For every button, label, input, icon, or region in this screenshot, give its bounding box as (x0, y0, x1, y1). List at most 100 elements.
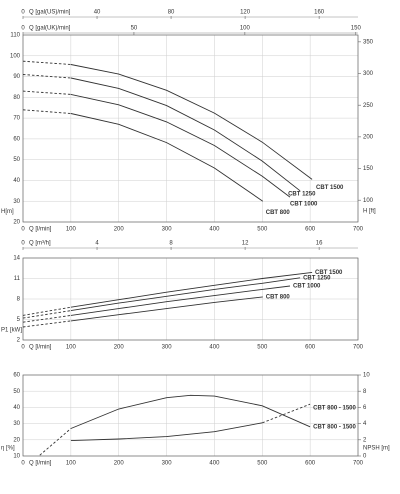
x-tick-label: 150 (351, 26, 362, 32)
y2-axis-label: NPSH [m] (363, 445, 390, 451)
y-axis-label: η [%] (1, 445, 15, 451)
x-axis-label: Q [l/min] (29, 345, 52, 351)
y-tick-label: 100 (10, 53, 21, 59)
x-tick-label: 500 (257, 461, 268, 467)
y2-tick-label: 250 (363, 103, 374, 109)
x-tick-label: 0 (21, 10, 25, 16)
x-tick-label: 100 (66, 227, 77, 233)
curve (262, 403, 311, 424)
y-tick-label: 110 (10, 33, 20, 39)
y-tick-label: 70 (13, 116, 20, 122)
x-tick-label: 500 (257, 345, 268, 351)
x-tick-label: 160 (314, 10, 325, 16)
x-tick-label: 100 (66, 345, 77, 351)
curve (22, 109, 71, 114)
x-tick-label: 0 (21, 241, 25, 247)
y-tick-label: 30 (13, 199, 20, 205)
plot-frame (22, 257, 359, 341)
y-tick-label: 10 (13, 454, 20, 460)
curve (70, 422, 263, 442)
y2-tick-label: 100 (363, 198, 374, 204)
x-axis-label: Q [l/min] (29, 461, 52, 467)
y-tick-label: 5 (17, 317, 21, 323)
curve (70, 64, 313, 180)
x-tick-label: 40 (94, 10, 101, 16)
x-tick-label: 200 (114, 227, 125, 233)
x-tick-label: 0 (21, 26, 25, 32)
y2-tick-label: 200 (363, 134, 374, 140)
y-tick-label: 40 (13, 405, 20, 411)
x-tick-label: 400 (209, 345, 220, 351)
y2-tick-label: 150 (363, 166, 374, 172)
curve (22, 90, 71, 95)
curve (70, 277, 301, 312)
curve-label: CBT 1000 (293, 284, 321, 290)
y-tick-label: 11 (14, 276, 21, 282)
x-tick-label: 0 (21, 345, 25, 351)
y2-tick-label: 2 (363, 437, 367, 443)
y-tick-label: 60 (13, 373, 20, 379)
x-tick-label: 600 (305, 227, 316, 233)
x-tick-label: 16 (316, 241, 323, 247)
x-tick-label: 200 (114, 345, 125, 351)
x-tick-label: 120 (240, 10, 251, 16)
curve (70, 113, 264, 202)
x-tick-label: 50 (131, 26, 138, 32)
y-tick-label: 50 (13, 389, 20, 395)
y-tick-label: 2 (17, 338, 21, 344)
x-tick-label: 0 (21, 227, 25, 233)
curve-label: CBT 800 (266, 210, 291, 216)
y2-tick-label: 0 (363, 454, 367, 460)
x-tick-label: 700 (353, 227, 364, 233)
plot-frame (22, 34, 359, 223)
y-tick-label: 40 (13, 178, 20, 184)
x-tick-label: 600 (305, 461, 316, 467)
curve (22, 320, 71, 328)
x-tick-label: 700 (353, 461, 364, 467)
y-tick-label: 90 (13, 74, 20, 80)
y2-axis-label: H [ft] (363, 209, 376, 215)
curve (70, 77, 301, 192)
x-axis-label: Q [m³/h] (29, 241, 51, 247)
y2-tick-label: 300 (363, 71, 374, 77)
x-tick-label: 8 (169, 241, 173, 247)
y-axis-label: H[m] (1, 209, 14, 215)
y-tick-label: 20 (13, 220, 20, 226)
plot-frame (22, 374, 359, 457)
curve-label: CBT 1500 (315, 270, 343, 276)
curve-label: CBT 800 (266, 295, 291, 301)
x-axis-label: Q [gal(US)/min] (29, 10, 71, 16)
y-tick-label: 20 (13, 437, 20, 443)
x-tick-label: 0 (21, 461, 25, 467)
x-tick-label: 700 (353, 345, 364, 351)
x-tick-label: 300 (162, 227, 173, 233)
curve (22, 60, 71, 65)
x-tick-label: 100 (66, 461, 77, 467)
curve (39, 428, 72, 456)
y-tick-label: 8 (17, 297, 21, 303)
x-tick-label: 4 (95, 241, 99, 247)
curve (22, 310, 71, 319)
x-tick-label: 400 (209, 227, 220, 233)
x-tick-label: 300 (162, 345, 173, 351)
x-tick-label: 400 (209, 461, 220, 467)
x-tick-label: 600 (305, 345, 316, 351)
curve (22, 314, 71, 323)
curve (22, 74, 71, 79)
curve-label: CBT 800 - 1500 (313, 406, 356, 412)
curve (70, 93, 291, 198)
y2-tick-label: 8 (363, 389, 367, 395)
y-tick-label: 50 (13, 157, 20, 163)
y-tick-label: 14 (13, 256, 20, 262)
curve-label: CBT 1250 (303, 275, 331, 281)
x-tick-label: 200 (114, 461, 125, 467)
y-axis-label: P1 [kW] (1, 327, 22, 333)
curve (70, 394, 311, 429)
curve-label: CBT 800 - 1500 (313, 424, 356, 430)
curve (70, 285, 291, 316)
y-tick-label: 30 (13, 421, 20, 427)
y2-tick-label: 10 (363, 373, 370, 379)
curve-label: CBT 1500 (316, 185, 344, 191)
